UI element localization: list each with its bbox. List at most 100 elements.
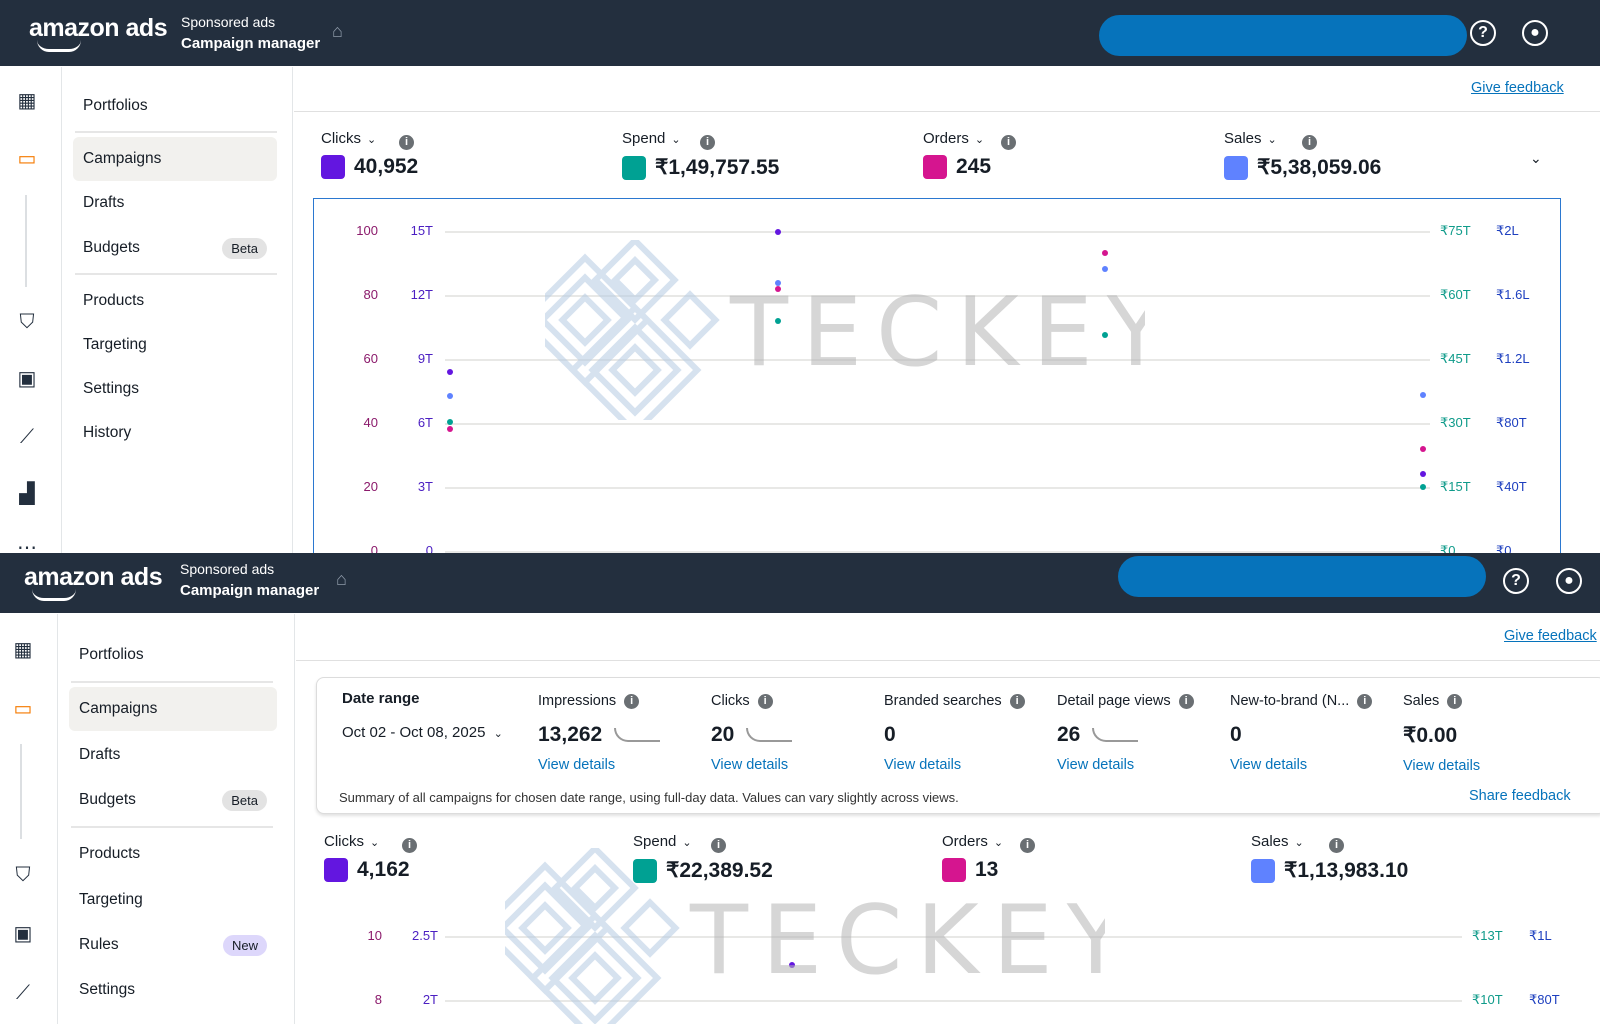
- help-icon[interactable]: ?: [1470, 20, 1496, 46]
- metric-selector[interactable]: Clicks ⌄: [321, 130, 418, 147]
- data-point-clicks[interactable]: [775, 229, 781, 236]
- give-feedback-link[interactable]: Give feedback: [1504, 628, 1597, 644]
- info-icon[interactable]: i: [1178, 694, 1194, 709]
- home-icon[interactable]: ⌂: [336, 569, 347, 589]
- view-details-link[interactable]: View details: [711, 757, 789, 773]
- info-icon[interactable]: i: [1447, 694, 1463, 709]
- data-point-spend[interactable]: [447, 419, 453, 426]
- info-icon[interactable]: i: [1001, 135, 1016, 150]
- view-details-link[interactable]: View details: [1403, 758, 1481, 774]
- view-details-link[interactable]: View details: [1230, 757, 1308, 773]
- nav-drafts[interactable]: Drafts: [79, 746, 121, 763]
- metric-selector[interactable]: Clicks ⌄: [324, 833, 410, 850]
- info-icon[interactable]: i: [402, 838, 417, 853]
- nav-targeting[interactable]: Targeting: [79, 891, 143, 908]
- line-chart-icon[interactable]: ⟋: [16, 982, 30, 1004]
- metric-sales[interactable]: Sales ⌄ i ₹5,38,059.06: [1224, 130, 1381, 180]
- data-point-orders[interactable]: [447, 426, 453, 433]
- nav-campaigns[interactable]: Campaigns: [73, 137, 277, 181]
- info-icon[interactable]: i: [1329, 838, 1344, 853]
- nav-history[interactable]: History: [83, 424, 132, 441]
- metric-selector[interactable]: Sales ⌄: [1251, 833, 1408, 850]
- nav-products[interactable]: Products: [79, 845, 141, 862]
- data-point-spend[interactable]: [1102, 332, 1108, 339]
- metric-selector[interactable]: Orders ⌄: [923, 130, 991, 147]
- metric-orders[interactable]: Orders ⌄ i 13: [942, 833, 1035, 882]
- data-point-sales[interactable]: [1102, 266, 1108, 273]
- data-point-spend[interactable]: [1420, 484, 1426, 490]
- help-icon[interactable]: ?: [1503, 568, 1529, 594]
- info-icon[interactable]: i: [700, 135, 715, 150]
- date-range-picker[interactable]: Oct 02 - Oct 08, 2025 ⌄: [342, 724, 503, 741]
- metric-selector[interactable]: Spend ⌄: [622, 130, 779, 147]
- info-icon[interactable]: i: [624, 694, 640, 709]
- share-feedback-link[interactable]: Share feedback: [1469, 788, 1571, 804]
- shield-icon[interactable]: ⛉: [19, 311, 35, 333]
- series-color-swatch[interactable]: [1251, 858, 1275, 883]
- data-point-sales[interactable]: [1420, 392, 1426, 398]
- info-icon[interactable]: i: [1302, 135, 1317, 150]
- nav-targeting[interactable]: Targeting: [83, 336, 147, 353]
- account-selector[interactable]: [1099, 15, 1467, 56]
- metric-orders[interactable]: Orders ⌄ i 245: [923, 130, 1016, 179]
- nav-products[interactable]: Products: [83, 292, 145, 309]
- account-selector[interactable]: [1118, 556, 1486, 597]
- apps-icon[interactable]: ⋯: [17, 537, 37, 553]
- series-color-swatch[interactable]: [321, 155, 345, 179]
- metric-clicks[interactable]: Clicks ⌄ i 4,162: [324, 833, 417, 882]
- metric-selector[interactable]: Orders ⌄: [942, 833, 1003, 850]
- nav-portfolios[interactable]: Portfolios: [83, 97, 148, 114]
- metric-clicks[interactable]: Clicks ⌄ i 40,952: [321, 130, 418, 179]
- data-point-clicks[interactable]: [1420, 471, 1426, 478]
- nav-campaigns[interactable]: Campaigns: [69, 687, 277, 731]
- series-color-swatch[interactable]: [633, 858, 657, 883]
- nav-budgets[interactable]: Budgets Beta: [73, 226, 277, 270]
- metric-selector[interactable]: Sales ⌄: [1224, 130, 1381, 147]
- collapse-chevron-icon[interactable]: ⌄: [1530, 150, 1542, 166]
- metric-spend[interactable]: Spend ⌄ i ₹22,389.52: [633, 833, 773, 883]
- shield-icon[interactable]: ⛉: [15, 864, 31, 886]
- home-icon[interactable]: ⌂: [332, 21, 343, 41]
- metric-spend[interactable]: Spend ⌄ i ₹1,49,757.55: [622, 130, 779, 180]
- data-point-orders[interactable]: [775, 285, 781, 292]
- nav-rules[interactable]: Rules New: [69, 923, 277, 967]
- data-point-sales[interactable]: [447, 392, 453, 399]
- series-color-swatch[interactable]: [622, 155, 646, 180]
- info-icon[interactable]: i: [711, 838, 726, 853]
- data-point-orders[interactable]: [1102, 250, 1108, 257]
- data-point-spend[interactable]: [775, 318, 781, 325]
- data-point-orders[interactable]: [1420, 445, 1426, 452]
- nav-budgets[interactable]: Budgets Beta: [69, 778, 277, 822]
- amazon-ads-logo[interactable]: amazon ads: [29, 14, 168, 52]
- bar-chart-icon[interactable]: ▟: [19, 483, 35, 505]
- media-icon[interactable]: ▣: [17, 368, 37, 390]
- series-color-swatch[interactable]: [942, 858, 966, 882]
- info-icon[interactable]: i: [1020, 838, 1035, 853]
- give-feedback-link[interactable]: Give feedback: [1471, 80, 1564, 96]
- dashboard-icon[interactable]: ▦: [17, 90, 37, 112]
- profile-icon[interactable]: ●: [1522, 20, 1548, 46]
- series-color-swatch[interactable]: [1224, 155, 1248, 180]
- dashboard-icon[interactable]: ▦: [13, 639, 33, 661]
- data-point-clicks[interactable]: [447, 368, 453, 375]
- metric-selector[interactable]: Spend ⌄: [633, 833, 773, 850]
- data-point-sales[interactable]: [775, 280, 781, 286]
- view-details-link[interactable]: View details: [884, 757, 962, 773]
- info-icon[interactable]: i: [757, 694, 773, 709]
- series-color-swatch[interactable]: [324, 858, 348, 882]
- profile-icon[interactable]: ●: [1556, 568, 1582, 594]
- info-icon[interactable]: i: [399, 135, 414, 150]
- nav-drafts[interactable]: Drafts: [83, 194, 125, 211]
- nav-settings[interactable]: Settings: [79, 981, 136, 998]
- view-details-link[interactable]: View details: [1057, 757, 1135, 773]
- media-icon[interactable]: ▣: [13, 923, 33, 945]
- series-color-swatch[interactable]: [923, 155, 947, 179]
- metric-sales[interactable]: Sales ⌄ i ₹1,13,983.10: [1251, 833, 1408, 883]
- data-point-clicks[interactable]: [789, 962, 795, 969]
- campaigns-icon[interactable]: ▭: [13, 698, 33, 720]
- info-icon[interactable]: i: [1009, 694, 1025, 709]
- nav-settings[interactable]: Settings: [83, 380, 140, 397]
- campaigns-icon[interactable]: ▭: [17, 148, 37, 170]
- amazon-ads-logo[interactable]: amazon ads: [24, 563, 163, 601]
- line-chart-icon[interactable]: ⟋: [20, 426, 34, 448]
